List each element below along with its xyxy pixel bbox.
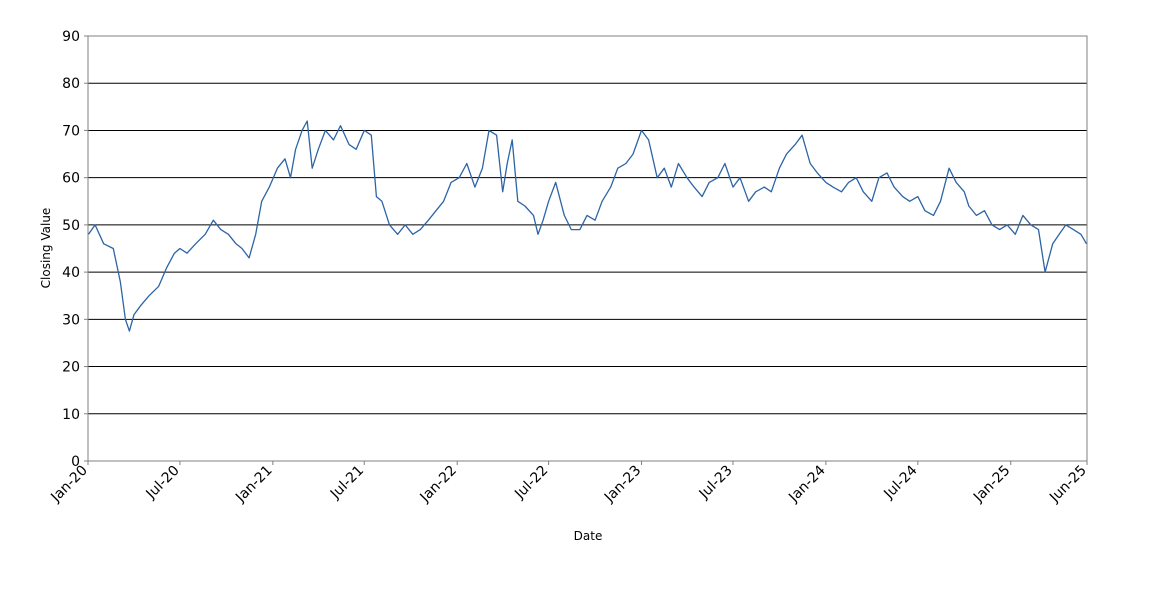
y-tick-label: 30 bbox=[62, 312, 80, 328]
x-axis-ticks: Jan-20 Jul-20 Jan-21 Jul-21 Jan-22 Jul-22 Jan-… bbox=[47, 461, 1090, 507]
y-axis-title: Closing Value bbox=[39, 208, 53, 289]
x-tick-label: Jul-24 bbox=[880, 462, 920, 502]
y-tick-label: 80 bbox=[62, 76, 80, 92]
y-tick-label: 90 bbox=[62, 29, 80, 45]
series-group bbox=[87, 120, 1088, 332]
y-tick-label: 10 bbox=[62, 407, 80, 423]
plot-area-frame bbox=[87, 35, 1088, 462]
series-line bbox=[87, 120, 1088, 332]
y-axis-ticks: 0 10 20 30 40 50 60 70 80 90 bbox=[62, 29, 88, 470]
x-axis-title: Date bbox=[574, 529, 603, 543]
y-tick-label: 40 bbox=[62, 265, 80, 281]
x-tick-label: Jan-22 bbox=[417, 463, 460, 506]
x-tick-label: Jan-25 bbox=[970, 463, 1013, 506]
x-tick-label: Jan-21 bbox=[232, 463, 275, 506]
x-tick-label: Jul-22 bbox=[511, 463, 551, 503]
x-tick-label: Jun-25 bbox=[1046, 463, 1090, 507]
y-tick-label: 70 bbox=[62, 123, 80, 139]
grid-lines bbox=[88, 35, 1087, 415]
x-tick-label: Jan-24 bbox=[785, 462, 829, 506]
x-tick-label: Jul-20 bbox=[143, 463, 183, 503]
x-tick-label: Jan-20 bbox=[47, 463, 90, 506]
x-tick-label: Jan-23 bbox=[601, 463, 644, 506]
x-tick-label: Jul-21 bbox=[327, 463, 367, 503]
x-tick-label: Jul-23 bbox=[696, 463, 736, 503]
y-tick-label: 0 bbox=[71, 454, 80, 470]
y-tick-label: 60 bbox=[62, 171, 80, 187]
y-tick-label: 50 bbox=[62, 218, 80, 234]
y-tick-label: 20 bbox=[62, 360, 80, 376]
